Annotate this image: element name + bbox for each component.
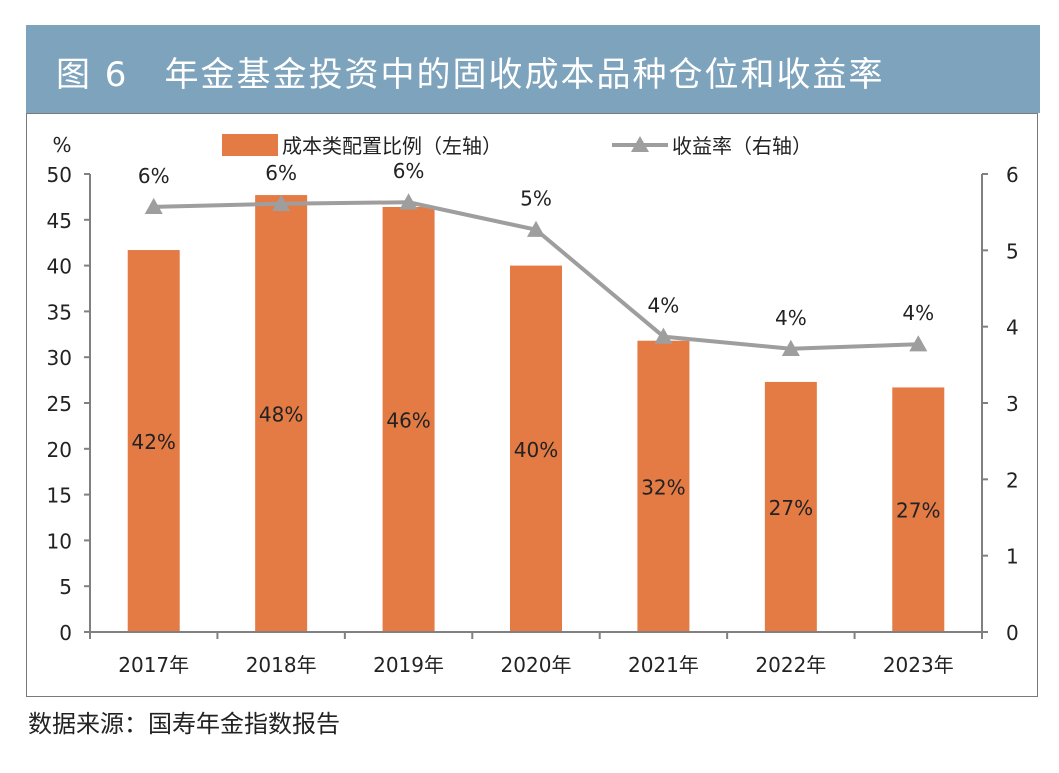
- yield-marker-2017年: [144, 197, 163, 215]
- labels-layer: 42% 48% 46% 40% 32% 27% 27% 6% 6% 6% 5% 4% 4% 4%: [131, 159, 940, 522]
- yield-data-label: 5%: [520, 187, 552, 211]
- x-tick-label: 2022年: [755, 653, 826, 677]
- bar-2020年: [510, 265, 562, 632]
- y-right-tick-label: 4: [1006, 316, 1019, 340]
- y-right-tick-label: 5: [1006, 239, 1019, 263]
- legend: 成本类配置比例（左轴） 收益率（右轴）: [222, 134, 812, 158]
- y-right-tick-label: 1: [1006, 545, 1019, 569]
- y-left-tick-label: 0: [59, 621, 72, 645]
- bar-2019年: [382, 206, 435, 632]
- y-left-tick-label: 30: [47, 346, 72, 370]
- x-tick-label: 2017年: [118, 653, 189, 677]
- x-tick-label: 2019年: [373, 653, 444, 677]
- bar-2023年: [892, 387, 945, 632]
- y-left-tick-label: 5: [59, 575, 72, 599]
- yield-marker-2019年: [399, 193, 418, 210]
- yield-data-label: 4%: [775, 306, 807, 330]
- legend-bar-swatch: [222, 134, 278, 156]
- yield-data-label: 4%: [902, 301, 934, 325]
- yield-data-label: 6%: [393, 159, 425, 183]
- yield-marker-2018年: [272, 194, 291, 211]
- y-left-tick-label: 35: [47, 300, 72, 324]
- bar-2021年: [637, 340, 690, 632]
- yield-marker-2021年: [654, 327, 673, 344]
- y-right-tick-label: 0: [1006, 621, 1019, 645]
- y-left-axis-label: %: [52, 133, 71, 157]
- bar-data-label: 40%: [514, 438, 558, 462]
- bar-2022年: [764, 381, 817, 632]
- source-note: 数据来源：国寿年金指数报告: [28, 710, 340, 738]
- y-left-tick-label: 50: [47, 163, 72, 187]
- yield-data-label: 4%: [648, 294, 680, 318]
- y-left-tick-label: 20: [47, 438, 72, 462]
- bar-data-label: 27%: [769, 496, 813, 520]
- legend-bar-label: 成本类配置比例（左轴）: [282, 134, 502, 158]
- y-left-tick-label: 25: [47, 392, 72, 416]
- bar-data-label: 42%: [131, 430, 175, 454]
- x-tick-label: 2018年: [246, 653, 317, 677]
- bar-data-label: 48%: [259, 403, 303, 427]
- x-tick-label: 2021年: [628, 653, 699, 677]
- line-layer: [144, 193, 928, 357]
- yield-marker-2023年: [909, 335, 928, 352]
- y-left-tick-label: 40: [47, 255, 72, 279]
- yield-marker-2022年: [781, 339, 800, 357]
- legend-line-label: 收益率（右轴）: [672, 134, 812, 158]
- bar-2018年: [255, 195, 308, 632]
- x-tick-label: 2020年: [501, 653, 572, 677]
- x-tick-label: 2023年: [883, 653, 954, 677]
- bars-layer: [127, 195, 945, 632]
- chart-title: 图 6 年金基金投资中的固收成本品种仓位和收益率: [56, 55, 885, 95]
- yield-data-label: 6%: [265, 161, 297, 185]
- bar-2017年: [127, 250, 180, 632]
- yield-marker-2020年: [527, 220, 545, 237]
- y-right-tick-label: 2: [1006, 468, 1019, 492]
- legend-triangle-icon: [631, 136, 649, 152]
- chart-frame: [26, 113, 1038, 697]
- yield-data-label: 6%: [138, 164, 170, 188]
- bar-data-label: 27%: [896, 499, 940, 523]
- y-left-tick-label: 15: [47, 484, 72, 508]
- y-left-tick-label: 45: [47, 209, 72, 233]
- y-right-tick-label: 3: [1006, 392, 1019, 416]
- bar-data-label: 32%: [641, 475, 685, 499]
- bar-data-label: 46%: [386, 408, 430, 432]
- y-right-tick-label: 6: [1006, 163, 1019, 187]
- y-left-tick-label: 10: [47, 529, 72, 553]
- title-bar: 图 6 年金基金投资中的固收成本品种仓位和收益率: [26, 25, 1040, 113]
